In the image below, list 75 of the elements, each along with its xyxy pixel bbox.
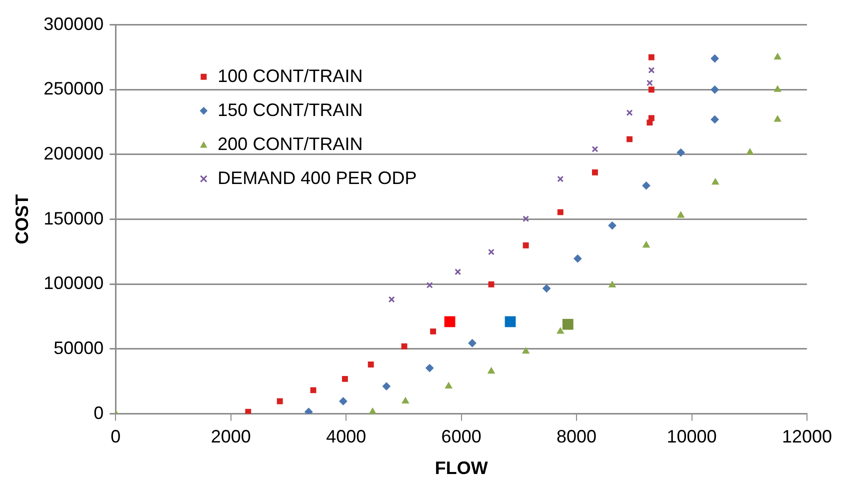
point bbox=[542, 284, 551, 292]
point bbox=[426, 282, 433, 288]
x-tick-label: 0 bbox=[110, 426, 121, 447]
point bbox=[245, 408, 252, 414]
point bbox=[522, 347, 530, 354]
point bbox=[488, 248, 494, 256]
point bbox=[592, 146, 598, 152]
point bbox=[339, 397, 348, 406]
point bbox=[626, 109, 633, 116]
point bbox=[342, 376, 348, 382]
point bbox=[522, 242, 529, 248]
point bbox=[276, 398, 283, 404]
point bbox=[646, 80, 653, 86]
point bbox=[677, 212, 684, 218]
legend-label: 150 CONT/TRAIN bbox=[218, 100, 363, 120]
y-tick-label: 150000 bbox=[44, 208, 104, 228]
point bbox=[642, 182, 650, 190]
point bbox=[574, 254, 582, 263]
point bbox=[488, 281, 494, 288]
point bbox=[444, 316, 456, 328]
legend-label: 200 CONT/TRAIN bbox=[218, 134, 363, 154]
point bbox=[388, 296, 395, 303]
x-tick-label: 6000 bbox=[441, 426, 482, 447]
y-tick-label: 50000 bbox=[54, 338, 104, 358]
point bbox=[746, 148, 754, 155]
point bbox=[712, 178, 719, 185]
point bbox=[454, 268, 462, 276]
point bbox=[626, 136, 633, 142]
legend-label: 100 CONT/TRAIN bbox=[218, 66, 363, 86]
point bbox=[710, 86, 719, 94]
y-tick-label: 200000 bbox=[44, 143, 104, 164]
x-axis-title: FLOW bbox=[434, 458, 488, 478]
point bbox=[304, 408, 313, 414]
point bbox=[608, 281, 616, 288]
legend-label: DEMAND 400 PER ODP bbox=[218, 168, 417, 188]
point bbox=[556, 327, 564, 334]
x-tick-label: 4000 bbox=[326, 426, 366, 447]
point bbox=[402, 397, 409, 404]
point bbox=[401, 343, 408, 350]
point bbox=[368, 362, 374, 368]
point bbox=[648, 115, 654, 122]
point bbox=[468, 339, 476, 348]
point bbox=[504, 316, 516, 328]
y-axis-title: COST bbox=[12, 194, 32, 244]
point bbox=[426, 364, 434, 372]
point bbox=[430, 328, 436, 334]
point bbox=[592, 169, 598, 176]
point bbox=[608, 222, 616, 230]
point bbox=[710, 115, 719, 124]
x-tick-label: 12000 bbox=[782, 426, 832, 447]
y-tick-label: 250000 bbox=[44, 78, 104, 99]
y-tick-label: 100000 bbox=[44, 273, 104, 294]
point bbox=[774, 115, 782, 122]
point bbox=[369, 408, 376, 414]
x-tick-label: 2000 bbox=[210, 426, 251, 447]
point bbox=[522, 216, 530, 222]
point bbox=[648, 54, 654, 60]
point bbox=[710, 54, 719, 63]
point bbox=[310, 387, 316, 394]
point bbox=[642, 241, 650, 248]
point bbox=[557, 176, 564, 182]
point bbox=[648, 66, 655, 74]
point bbox=[382, 382, 390, 390]
point bbox=[562, 318, 574, 330]
y-tick-label: 300000 bbox=[44, 14, 104, 34]
point bbox=[488, 367, 495, 374]
x-tick-label: 10000 bbox=[666, 426, 717, 447]
y-tick-label: 0 bbox=[94, 402, 104, 423]
point bbox=[676, 148, 685, 157]
x-tick-label: 8000 bbox=[556, 426, 597, 447]
point bbox=[774, 86, 782, 92]
point bbox=[648, 86, 654, 93]
point bbox=[445, 382, 452, 389]
point bbox=[557, 209, 564, 216]
point bbox=[774, 53, 782, 60]
